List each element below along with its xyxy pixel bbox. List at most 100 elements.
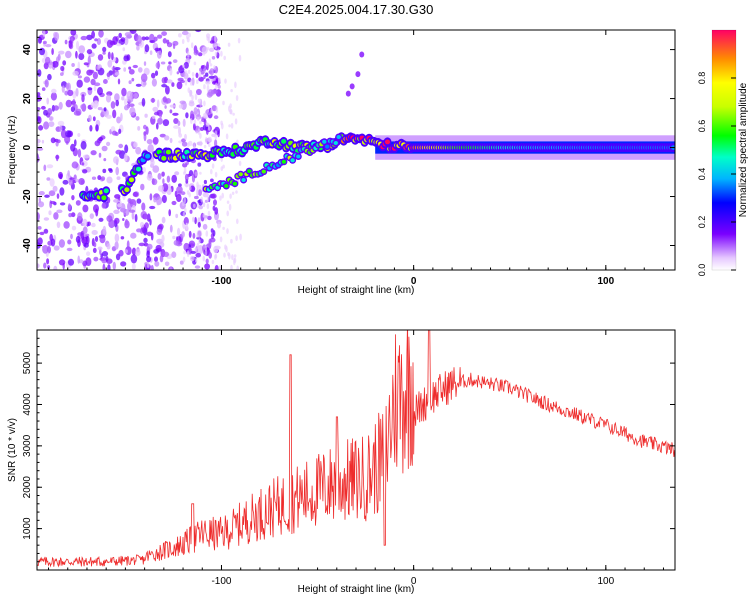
noise-blob	[135, 116, 140, 121]
noise-blob	[236, 139, 239, 144]
noise-blob	[92, 71, 98, 80]
noise-blob	[98, 136, 103, 142]
noise-blob	[124, 249, 128, 254]
noise-blob	[182, 201, 185, 207]
noise-blob	[141, 97, 146, 107]
noise-blob	[47, 108, 53, 116]
noise-blob	[182, 64, 185, 69]
spectrogram-panel: -100 0 100 -40 -20 0 20 40 Height of straight …	[7, 29, 676, 296]
noise-blob	[41, 139, 45, 144]
noise-blob	[199, 120, 202, 125]
noise-blob	[95, 124, 99, 132]
noise-blob	[221, 192, 224, 199]
branch-cell	[336, 135, 341, 139]
noise-blob	[70, 143, 76, 152]
noise-blob	[78, 52, 85, 61]
noise-blob	[178, 133, 183, 138]
noise-blob	[238, 160, 242, 167]
noise-blob	[188, 230, 192, 238]
noise-blob	[194, 93, 198, 101]
noise-blob	[158, 185, 164, 192]
x-tick-label: -100	[211, 276, 231, 287]
branch-cell	[261, 169, 266, 174]
noise-blob	[58, 50, 65, 55]
noise-blob	[196, 181, 199, 189]
noise-blob	[193, 107, 198, 115]
noise-blob	[65, 83, 70, 90]
snr-y-axis-label: SNR (10 * v/v)	[7, 418, 18, 482]
noise-blob	[131, 77, 135, 82]
noise-blob	[82, 226, 88, 234]
colorbar-tick-label: 0.6	[697, 120, 707, 133]
noise-blob	[107, 264, 111, 270]
noise-blob	[127, 198, 132, 204]
noise-blob	[60, 65, 65, 72]
noise-blob	[169, 68, 173, 76]
noise-blob	[39, 47, 45, 56]
noise-blob	[155, 62, 161, 69]
noise-blob	[146, 231, 153, 237]
noise-blob	[51, 88, 57, 94]
noise-blob	[98, 30, 104, 38]
noise-blob	[190, 42, 194, 49]
noise-blob	[37, 147, 44, 151]
noise-blob	[103, 79, 108, 84]
ridge-cell	[281, 139, 287, 144]
noise-blob	[49, 116, 54, 121]
noise-blob	[183, 250, 186, 255]
noise-blob	[178, 33, 182, 38]
noise-blob	[150, 98, 156, 103]
noise-blob	[37, 226, 42, 230]
noise-blob	[102, 225, 107, 235]
noise-blob	[113, 199, 120, 203]
noise-blob	[91, 43, 97, 49]
noise-blob	[105, 94, 112, 103]
noise-blob	[203, 144, 207, 149]
noise-blob	[131, 247, 137, 256]
noise-blob	[120, 37, 126, 42]
noise-blob	[223, 55, 226, 61]
noise-blob	[152, 106, 159, 112]
noise-blob	[181, 141, 188, 147]
noise-blob	[50, 137, 56, 144]
noise-blob	[143, 237, 148, 243]
noise-blob	[169, 109, 173, 114]
noise-blob	[234, 118, 238, 125]
y-tick-label: 3000	[22, 434, 33, 457]
noise-blob	[236, 218, 239, 225]
noise-blob	[83, 62, 89, 66]
noise-blob	[37, 237, 43, 246]
spectrogram-x-axis-label: Height of straight line (km)	[298, 285, 415, 296]
noise-blob	[71, 161, 79, 169]
noise-blob	[82, 169, 88, 174]
noise-blob	[57, 120, 65, 126]
noise-blob	[101, 145, 108, 152]
noise-blob	[187, 142, 190, 148]
noise-blob	[121, 96, 125, 101]
noise-blob	[205, 122, 209, 127]
spectrogram-x-ticks: -100 0 100	[48, 30, 664, 287]
noise-blob	[177, 120, 181, 127]
noise-blob	[204, 199, 208, 203]
noise-blob	[62, 179, 69, 185]
noise-blob	[235, 190, 238, 194]
noise-blob	[37, 263, 40, 269]
noise-blob	[222, 164, 225, 169]
noise-blob	[188, 32, 191, 38]
noise-blob	[162, 119, 170, 127]
noise-blob	[48, 190, 56, 197]
noise-blob	[63, 221, 70, 229]
noise-blob	[53, 105, 59, 111]
noise-blob	[204, 112, 207, 118]
noise-blob	[67, 258, 75, 266]
noise-blob	[80, 230, 85, 240]
noise-blob	[220, 50, 223, 57]
noise-blob	[138, 67, 143, 73]
noise-blob	[90, 150, 97, 156]
noise-blob	[53, 245, 60, 251]
y-tick-label: 40	[22, 44, 33, 56]
noise-blob	[71, 212, 76, 218]
noise-blob	[205, 258, 209, 264]
noise-blob	[155, 244, 162, 252]
noise-blob	[93, 82, 101, 87]
